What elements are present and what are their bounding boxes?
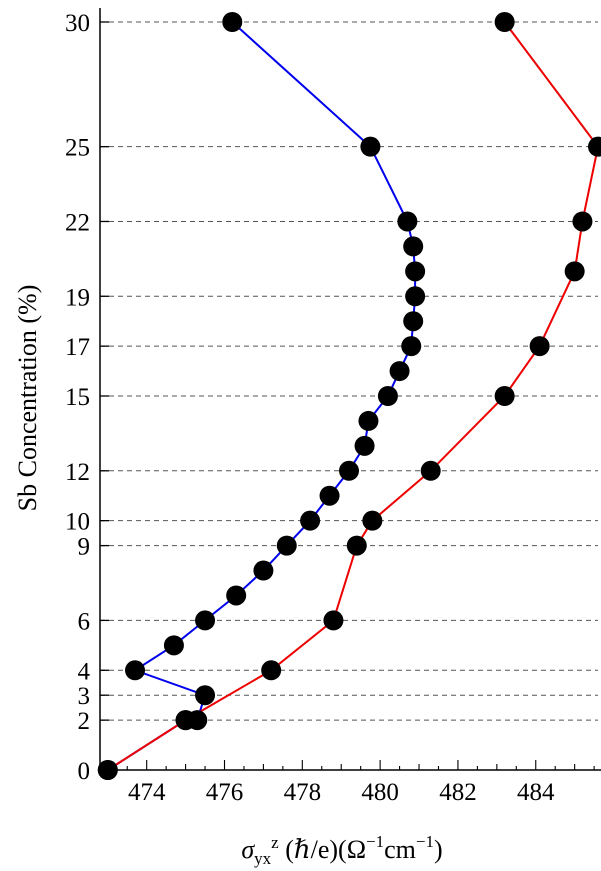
series-1-point-12 (319, 485, 340, 506)
series-1-point-22 (403, 236, 424, 257)
series-2-point-2 (175, 710, 196, 731)
y-tick-label-10: 10 (65, 509, 90, 536)
series-1-point-19 (403, 311, 424, 332)
series-2-point-3 (261, 660, 282, 681)
x-label-close: ) (434, 835, 443, 864)
y-tick-label-15: 15 (65, 384, 90, 411)
series-1-point-10 (276, 535, 297, 556)
series-2-point-8 (494, 386, 515, 406)
series-1-point-9 (253, 560, 274, 581)
series-1-point-8 (226, 585, 247, 606)
grid-layer (100, 21, 598, 771)
series-2-point-11 (572, 211, 593, 232)
series-1-point-11 (300, 510, 321, 531)
series-1-point-25 (222, 12, 243, 32)
x-label-exponent-1: −1 (366, 832, 384, 851)
x-label-superscript: z (271, 833, 279, 852)
series-1-point-4 (195, 685, 216, 706)
x-tick-label-484: 484 (517, 779, 555, 806)
y-tick-label-6: 6 (78, 608, 91, 635)
series-1-point-18 (401, 336, 422, 357)
axes-layer: 0 234 6 910 12 15 17 19 22 25 30 474 476 478 480 482 484 (65, 8, 601, 806)
y-axis-label: Sb Concentration (%) (13, 285, 42, 512)
x-tick-label-482: 482 (439, 779, 477, 806)
x-label-units: (ℏ/e)(Ω (279, 835, 366, 864)
series-2-point-5 (346, 535, 367, 556)
series-2-point-12 (588, 136, 601, 157)
series-1-point-5 (125, 660, 146, 681)
y-tick-label-0: 0 (78, 758, 91, 785)
x-tick-label-478: 478 (284, 779, 322, 806)
label-layer: Sb Concentration (%) σyxz (ℏ/e)(Ω−1cm−1) (13, 285, 443, 868)
x-tick-label-476: 476 (206, 779, 244, 806)
series-1-point-6 (163, 635, 184, 656)
x-label-subscript: yx (254, 849, 272, 868)
series-2-point-7 (420, 460, 441, 481)
series-1-line (107, 21, 417, 771)
x-axis-label: σyxz (ℏ/e)(Ω−1cm−1) (241, 832, 442, 868)
x-tick-label-480: 480 (361, 779, 399, 806)
series-1-point-20 (405, 286, 426, 307)
y-tick-label-30: 30 (65, 10, 90, 37)
series-1-point-23 (397, 211, 418, 232)
y-tick-label-17: 17 (65, 334, 90, 361)
series-1-point-21 (405, 261, 426, 282)
series-2-point-6 (362, 510, 383, 531)
series-1-point-15 (358, 410, 379, 431)
series-1-point-16 (377, 386, 398, 406)
series-1-point-13 (339, 460, 359, 481)
y-tick-label-3: 3 (78, 683, 91, 710)
series-2-point-9 (529, 336, 550, 357)
series-1-point-17 (389, 361, 410, 382)
y-tick-label-22: 22 (65, 209, 90, 236)
x-label-exponent-2: −1 (416, 832, 434, 851)
series-1-point-7 (195, 610, 216, 631)
x-label-cm: cm (384, 835, 416, 864)
y-tick-label-12: 12 (65, 459, 90, 486)
y-tick-label-25: 25 (65, 135, 90, 162)
series-2-point-4 (323, 610, 344, 631)
x-tick-label-474: 474 (128, 779, 166, 806)
x-label-sigma: σ (241, 835, 255, 864)
series-1-point-14 (354, 435, 375, 456)
y-tick-label-19: 19 (65, 284, 90, 311)
series-2-point-10 (564, 261, 585, 282)
series-1-point-24 (360, 136, 381, 157)
series-2-point-13 (494, 12, 515, 32)
y-tick-label-2: 2 (78, 708, 91, 735)
series-layer (97, 12, 601, 780)
y-tick-label-4: 4 (78, 658, 91, 685)
y-tick-label-9: 9 (78, 534, 91, 561)
